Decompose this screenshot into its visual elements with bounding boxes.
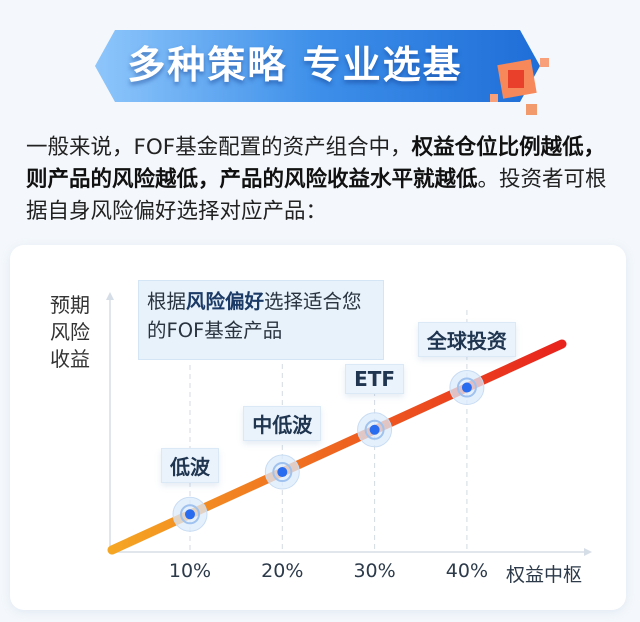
x-tick-label: 20%	[261, 560, 304, 582]
y-axis-label: 预期风险收益	[50, 293, 90, 371]
data-point	[461, 382, 472, 393]
intro-text: 一般来说，FOF基金配置的资产组合中，	[26, 135, 412, 160]
point-label: 全球投资	[417, 321, 516, 357]
data-point	[185, 509, 195, 520]
banner: 多种策略 专业选基	[95, 28, 535, 102]
banner-title: 多种策略 专业选基	[127, 43, 463, 87]
cube-decoration-icon	[490, 58, 549, 115]
intro-text-end: 。投资者可根据自身风险偏好选择对应产品：	[26, 167, 607, 224]
intro-bold-text: 权益仓位比例越低，则产品的风险越低，产品的风险收益水平就越低	[26, 135, 606, 192]
callout-text: 根据	[147, 290, 187, 313]
point-ring	[180, 504, 200, 525]
intro-paragraph: 一般来说，FOF基金配置的资产组合中，权益仓位比例越低，则产品的风险越低，产品的…	[26, 132, 626, 228]
callout-text-end: 选择适合您的FOF基金产品	[147, 290, 362, 342]
x-tick-label: 10%	[168, 560, 212, 582]
point-label: 低波	[161, 448, 219, 484]
y-axis-arrow-icon	[106, 292, 114, 300]
point-ring	[456, 377, 477, 398]
callout-box: 根据风险偏好选择适合您的FOF基金产品	[138, 280, 384, 360]
point-ring	[272, 462, 293, 483]
banner-shape	[95, 30, 540, 102]
callout-bold: 风险偏好	[186, 290, 265, 313]
point-ring	[364, 419, 385, 440]
x-tick-label: 30%	[353, 560, 396, 582]
x-tick-label: 40%	[445, 560, 488, 582]
data-point	[277, 467, 288, 478]
point-label: 中低波	[243, 406, 322, 442]
x-axis-arrow-icon	[584, 548, 592, 556]
data-point	[369, 424, 380, 435]
point-label: ETF	[345, 363, 405, 394]
x-axis-label: 权益中枢	[506, 564, 583, 586]
